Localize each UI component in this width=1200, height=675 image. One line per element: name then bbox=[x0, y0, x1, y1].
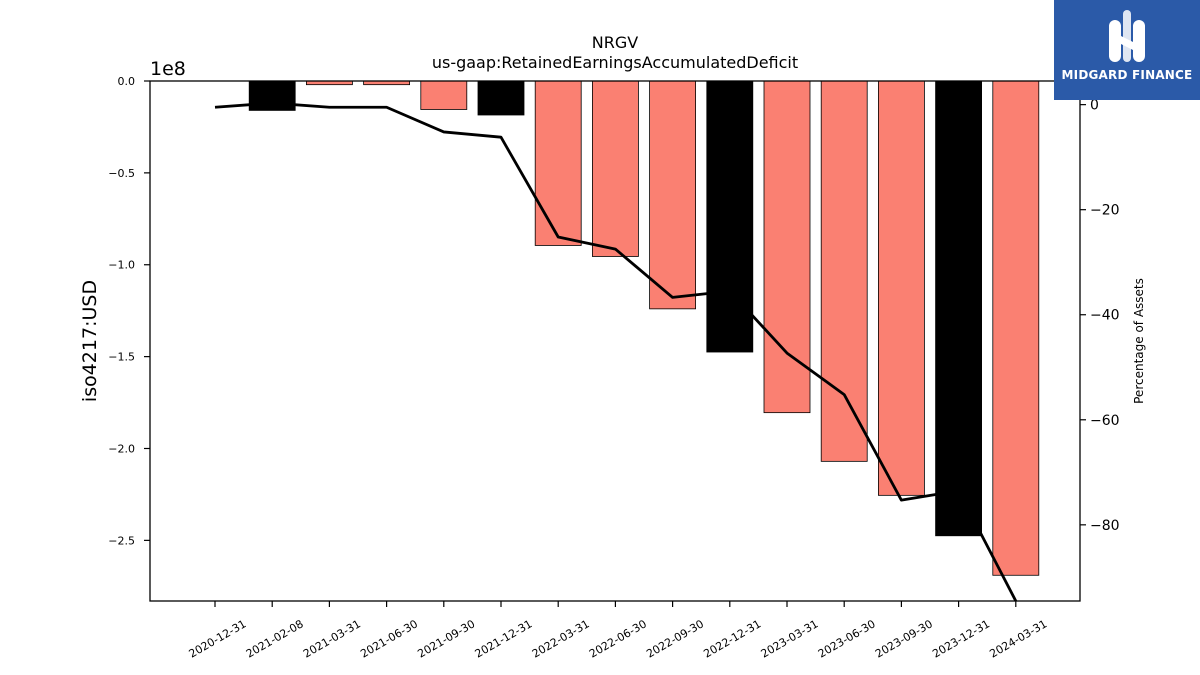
brand-logo: MIDGARD FINANCE bbox=[1054, 0, 1200, 100]
y2-tick-label: 0 bbox=[1090, 98, 1099, 114]
x-tick-label: 2024-03-31 bbox=[987, 617, 1049, 660]
bar bbox=[820, 80, 868, 462]
x-tick-label: 2021-12-31 bbox=[473, 617, 535, 660]
y2-tick-label: −60 bbox=[1090, 413, 1120, 429]
bar bbox=[992, 80, 1040, 576]
x-tick-label: 2022-03-31 bbox=[530, 617, 592, 660]
bar-series bbox=[248, 80, 1040, 576]
bar bbox=[534, 80, 582, 246]
y2-axis-ticks: 0 −20 −40 −60 −80 bbox=[1080, 98, 1120, 534]
x-tick-label: 2023-06-30 bbox=[816, 617, 878, 660]
x-tick-label: 2022-09-30 bbox=[644, 617, 706, 660]
y-tick-label: 0.0 bbox=[118, 75, 136, 88]
y-tick-label: −1.0 bbox=[108, 259, 135, 272]
y2-tick-label: −40 bbox=[1090, 308, 1120, 324]
chart-title: NRGV bbox=[592, 33, 638, 52]
y-tick-label: −2.5 bbox=[108, 534, 135, 547]
x-axis-ticks: 2020-12-312021-02-082021-03-312021-06-30… bbox=[187, 601, 1049, 661]
bar bbox=[878, 80, 925, 496]
bar bbox=[477, 80, 525, 116]
x-tick-label: 2020-12-31 bbox=[187, 617, 249, 660]
bar bbox=[763, 80, 811, 414]
x-tick-label: 2022-12-31 bbox=[701, 617, 763, 660]
bar bbox=[649, 80, 696, 310]
percentage-line bbox=[214, 101, 1018, 602]
x-tick-label: 2023-03-31 bbox=[759, 617, 821, 660]
bar bbox=[420, 80, 468, 110]
y2-tick-label: −80 bbox=[1090, 518, 1120, 534]
x-tick-label: 2021-02-08 bbox=[244, 617, 306, 660]
bar bbox=[935, 80, 982, 537]
bar bbox=[248, 80, 296, 111]
y2-tick-label: −20 bbox=[1090, 203, 1120, 219]
y-axis-label: iso4217:USD bbox=[79, 280, 101, 402]
x-tick-label: 2021-06-30 bbox=[358, 617, 420, 660]
line-series bbox=[214, 101, 1018, 602]
y2-axis-label: Percentage of Assets bbox=[1132, 278, 1146, 404]
x-tick-label: 2022-06-30 bbox=[587, 617, 649, 660]
x-tick-label: 2021-09-30 bbox=[415, 617, 477, 660]
x-tick-label: 2023-09-30 bbox=[873, 617, 935, 660]
logo-mark-icon bbox=[1109, 10, 1145, 62]
bar bbox=[706, 80, 754, 353]
x-tick-label: 2021-03-31 bbox=[301, 617, 363, 660]
bar bbox=[592, 80, 639, 257]
x-tick-label: 2023-12-31 bbox=[930, 617, 992, 660]
y-tick-label: −0.5 bbox=[108, 167, 135, 180]
chart-subtitle: us-gaap:RetainedEarningsAccumulatedDefic… bbox=[432, 53, 798, 72]
logo-text: MIDGARD FINANCE bbox=[1061, 68, 1193, 82]
y-axis-multiplier: 1e8 bbox=[150, 58, 186, 80]
y-tick-label: −1.5 bbox=[108, 351, 135, 364]
y-tick-label: −2.0 bbox=[108, 442, 135, 455]
y-axis-ticks: 0.0 −0.5 −1.0 −1.5 −2.0 −2.5 bbox=[108, 75, 150, 547]
